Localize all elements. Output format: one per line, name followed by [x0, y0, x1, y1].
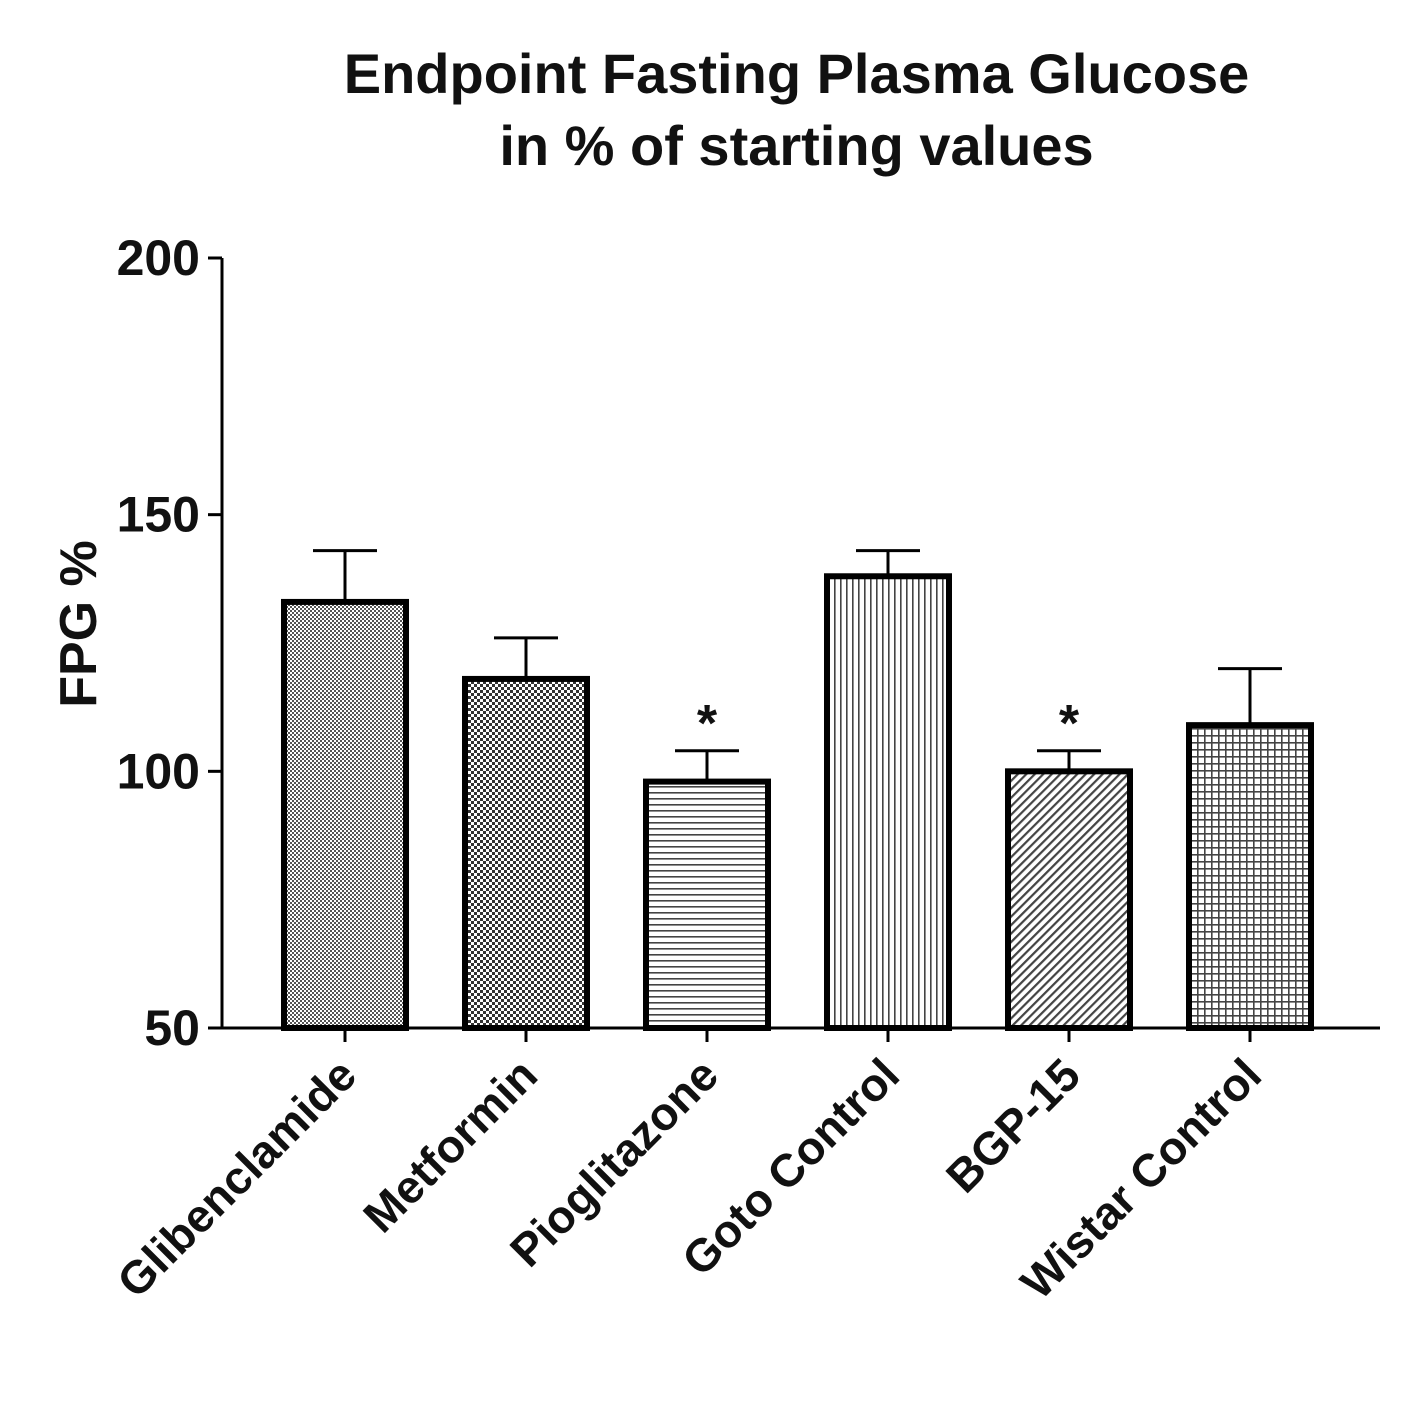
category-label: Metformin — [353, 1048, 547, 1242]
chart-title: Endpoint Fasting Plasma Glucose in % of … — [0, 38, 1403, 182]
y-axis-title: FPG % — [50, 540, 108, 708]
chart-title-line-1: Endpoint Fasting Plasma Glucose — [343, 42, 1250, 105]
chart-title-line-2: in % of starting values — [499, 114, 1094, 177]
bar-metformin — [462, 675, 590, 1032]
bar-pioglitazone — [643, 778, 771, 1031]
y-tick-label: 200 — [117, 230, 200, 286]
bars-group — [281, 573, 1314, 1032]
significance-marker: * — [697, 695, 718, 753]
error-bars-group — [313, 549, 1282, 782]
significance-marker: * — [1059, 695, 1080, 753]
annotations-group: * * — [697, 695, 1080, 753]
y-axis: 50 100 150 200 — [117, 230, 224, 1056]
y-tick-label: 50 — [144, 1000, 200, 1056]
y-tick-label: 100 — [117, 743, 200, 799]
category-label: BGP-15 — [936, 1048, 1090, 1202]
y-tick-label: 150 — [117, 487, 200, 543]
category-label: Glibenclamide — [107, 1048, 366, 1307]
bar-bgp-15 — [1005, 768, 1133, 1031]
bar-goto-control — [824, 573, 952, 1031]
bar-wistar-control — [1186, 722, 1314, 1032]
bar-glibenclamide — [281, 598, 409, 1032]
